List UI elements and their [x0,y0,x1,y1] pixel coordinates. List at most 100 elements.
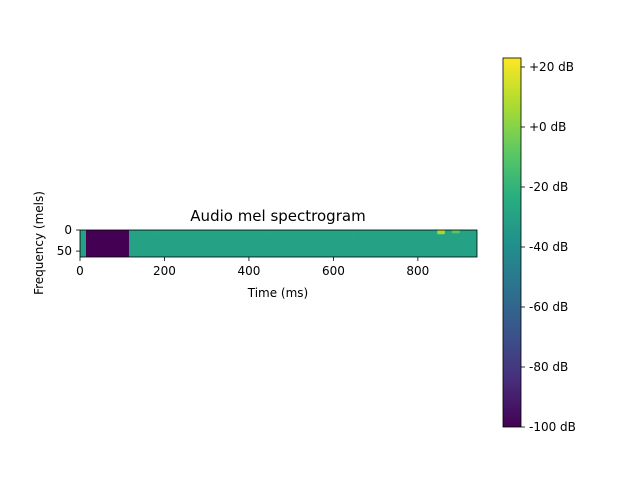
spectrogram-texture [430,232,432,236]
spectrogram-texture [212,232,214,236]
spectrogram-texture [275,232,277,236]
spectrogram-texture [351,232,353,236]
spectrogram-texture [134,232,136,236]
spectrogram-texture [159,232,161,236]
spectrogram-texture [288,232,290,236]
spectrogram-texture [202,232,204,236]
spectrogram-texture [389,232,391,236]
spectrogram-texture [387,232,389,236]
spectrogram-texture [372,232,374,236]
spectrogram-texture [260,232,262,236]
spectrogram-texture [455,232,457,236]
spectrogram-texture [374,232,376,236]
spectrogram-segment [128,230,477,257]
spectrogram-texture [131,232,133,236]
spectrogram-texture [420,232,422,236]
spectrogram-texture [382,232,384,236]
spectrogram-segment [80,230,86,257]
spectrogram-texture [146,232,148,236]
spectrogram-texture [192,232,194,236]
spectrogram-texture [471,232,473,236]
x-tick-label: 400 [237,264,260,278]
spectrogram-texture [354,232,356,236]
spectrogram-texture [301,232,303,236]
spectrogram-texture [144,232,146,236]
spectrogram-texture [141,232,143,236]
spectrogram-texture [377,232,379,236]
spectrogram-texture [128,232,130,236]
spectrogram-texture [230,232,232,236]
spectrogram-texture [286,232,288,236]
spectrogram-texture [392,232,394,236]
spectrogram-texture [473,232,475,236]
spectrogram-texture [311,232,313,236]
spectrogram-texture [237,232,239,236]
spectrogram-texture [450,232,452,236]
spectrogram-texture [270,232,272,236]
spectrogram-texture [435,232,437,236]
spectrogram-texture [346,232,348,236]
spectrogram-texture [215,232,217,236]
spectrogram-texture [329,232,331,236]
spectrogram-texture [184,232,186,236]
spectrogram-texture [433,232,435,236]
spectrogram-texture [339,232,341,236]
spectrogram-texture [384,232,386,236]
spectrogram-texture [306,232,308,236]
spectrogram-texture [364,232,366,236]
spectrogram-texture [428,232,430,236]
spectrogram-texture [149,232,151,236]
spectrogram-texture [222,232,224,236]
spectrogram-texture [321,232,323,236]
spectrogram-texture [466,232,468,236]
spectrogram-texture [283,232,285,236]
spectrogram-texture [336,232,338,236]
spectrogram-texture [326,232,328,236]
spectrogram-texture [316,232,318,236]
spectrogram-texture [248,232,250,236]
colorbar-tick-label: -80 dB [529,360,568,374]
spectrogram-texture [296,232,298,236]
spectrogram-texture [298,232,300,236]
spectrogram-texture [255,232,257,236]
spectrogram-image [80,230,478,257]
spectrogram-texture [331,232,333,236]
spectrogram-texture [324,232,326,236]
spectrogram-texture [245,232,247,236]
y-tick-label: 0 [64,223,72,237]
chart-title: Audio mel spectrogram [190,207,365,225]
spectrogram-texture [189,232,191,236]
spectrogram-texture [341,232,343,236]
x-axis-label: Time (ms) [247,286,309,300]
spectrogram-texture [199,232,201,236]
spectrogram-texture [197,232,199,236]
spectrogram-texture [445,232,447,236]
spectrogram-texture [425,232,427,236]
x-tick-label: 0 [76,264,84,278]
spectrogram-texture [463,232,465,236]
spectrogram-texture [243,232,245,236]
spectrogram-texture [367,232,369,236]
spectrogram-texture [205,232,207,236]
spectrogram-texture [139,232,141,236]
spectrogram-texture [303,232,305,236]
spectrogram-texture [154,232,156,236]
colorbar-ticks: +20 dB +0 dB -20 dB -40 dB -60 dB -80 dB -100 … [521,60,576,434]
spectrogram-texture [422,232,424,236]
spectrogram-texture [293,232,295,236]
spectrogram-texture [407,232,409,236]
spectrogram-texture [349,232,351,236]
spectrogram-texture [359,232,361,236]
spectrogram-texture [177,232,179,236]
spectrogram-texture [265,232,267,236]
spectrogram-texture [460,232,462,236]
spectrogram-texture [273,232,275,236]
spectrogram-texture [182,232,184,236]
spectrogram-texture [194,232,196,236]
spectrogram-texture [161,232,163,236]
colorbar-tick-label: -60 dB [529,300,568,314]
spectrogram-hotspot [451,230,460,234]
colorbar-tick-label: -100 dB [529,420,576,434]
spectrogram-texture [397,232,399,236]
